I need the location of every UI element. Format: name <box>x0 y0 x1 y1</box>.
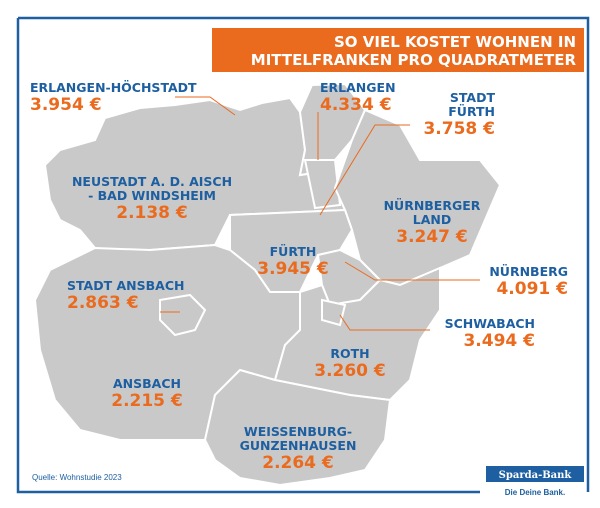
region-name: ERLANGEN-HÖCHSTADT <box>30 80 197 95</box>
logo-slogan: Die Deine Bank. <box>505 488 565 497</box>
region-name: GUNZENHAUSEN <box>240 438 357 453</box>
region-price: 2.264 € <box>262 453 334 473</box>
region-price: 3.758 € <box>423 119 495 139</box>
logo-box <box>486 466 584 482</box>
region-name: ERLANGEN <box>320 80 396 95</box>
region-stadt-ansbach <box>159 293 207 337</box>
region-price: 2.215 € <box>111 391 183 411</box>
region-erlangen-hoechstadt <box>298 82 367 177</box>
region-name: NÜRNBERGER <box>384 198 481 213</box>
region-weissenburg <box>203 368 392 487</box>
title-line: MITTELFRANKEN PRO QUADRATMETER <box>251 51 577 69</box>
region-name: ROTH <box>330 346 369 361</box>
region-price: 2.138 € <box>116 203 188 223</box>
region-roth <box>273 266 441 402</box>
map <box>33 82 502 487</box>
region-price: 4.334 € <box>320 95 392 115</box>
logo-name: Sparda-Bank <box>499 470 573 481</box>
region-price: 4.091 € <box>496 279 568 299</box>
region-name: SCHWABACH <box>445 316 535 331</box>
leader-lines <box>160 96 480 331</box>
region-price: 3.494 € <box>463 331 535 351</box>
region-name: STADT ANSBACH <box>67 278 184 293</box>
region-name: FÜRTH <box>270 244 317 259</box>
source: Quelle: Wohnstudie 2023 <box>32 473 122 482</box>
region-schwabach <box>321 298 347 327</box>
region-price: 2.863 € <box>67 293 139 313</box>
region-price: 3.945 € <box>257 259 329 279</box>
region-name: LAND <box>413 212 451 227</box>
region-price: 3.247 € <box>396 227 468 247</box>
region-name: WEISSENBURG- <box>244 424 352 439</box>
title-line: SO VIEL KOSTET WOHNEN IN <box>334 33 576 51</box>
region-name: - BAD WINDSHEIM <box>88 188 216 203</box>
region-name: STADT <box>450 90 496 105</box>
region-name: NÜRNBERG <box>489 264 568 279</box>
region-name: NEUSTADT A. D. AISCH <box>72 174 232 189</box>
region-price: 3.954 € <box>30 95 102 115</box>
region-name: ANSBACH <box>113 376 181 391</box>
region-price: 3.260 € <box>314 361 386 381</box>
region-name: FÜRTH <box>448 104 495 119</box>
title-box <box>212 28 584 72</box>
frame <box>16 16 590 494</box>
